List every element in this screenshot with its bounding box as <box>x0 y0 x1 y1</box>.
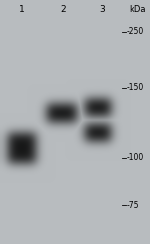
Text: 3: 3 <box>99 6 105 14</box>
Text: -250: -250 <box>127 28 144 37</box>
Text: 2: 2 <box>60 6 66 14</box>
Text: -150: -150 <box>127 83 144 92</box>
Text: kDa: kDa <box>130 6 146 14</box>
Text: 1: 1 <box>19 6 25 14</box>
Text: -100: -100 <box>127 153 144 163</box>
Text: -75: -75 <box>127 201 140 210</box>
